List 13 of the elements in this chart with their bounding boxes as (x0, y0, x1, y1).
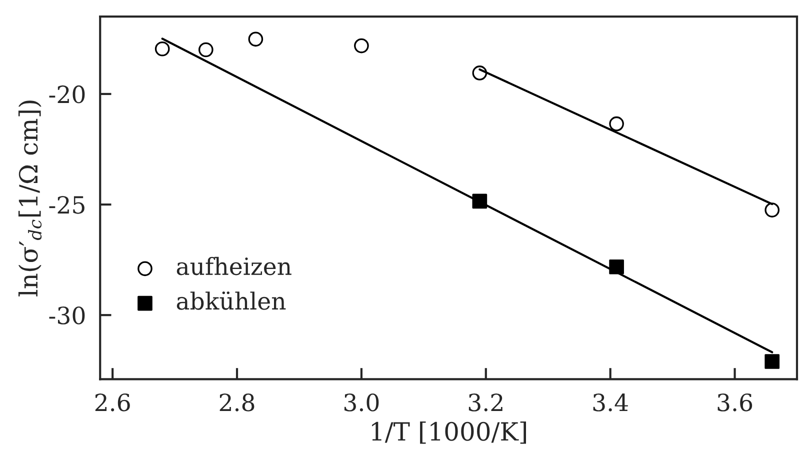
x-tick-label: 3.6 (718, 394, 752, 412)
legend-label: abkühlen (176, 291, 286, 310)
y-tick-label: -20 (49, 85, 85, 104)
y-axis-title: ln(σ′$_{dc}$[1/Ω cm]) (18, 100, 42, 296)
x-tick-label: 3.0 (344, 394, 379, 412)
legend-label: aufheizen (176, 256, 292, 276)
x-tick-label: 2.6 (95, 394, 130, 412)
x-tick-label: 3.4 (593, 394, 628, 412)
x-tick-label: 3.2 (468, 394, 502, 412)
x-tick-label: 2.8 (220, 394, 254, 412)
y-tick-label: -25 (49, 196, 84, 214)
x-axis-title: 1/T [1000/K] (372, 421, 526, 444)
y-tick-label: -30 (49, 306, 85, 324)
